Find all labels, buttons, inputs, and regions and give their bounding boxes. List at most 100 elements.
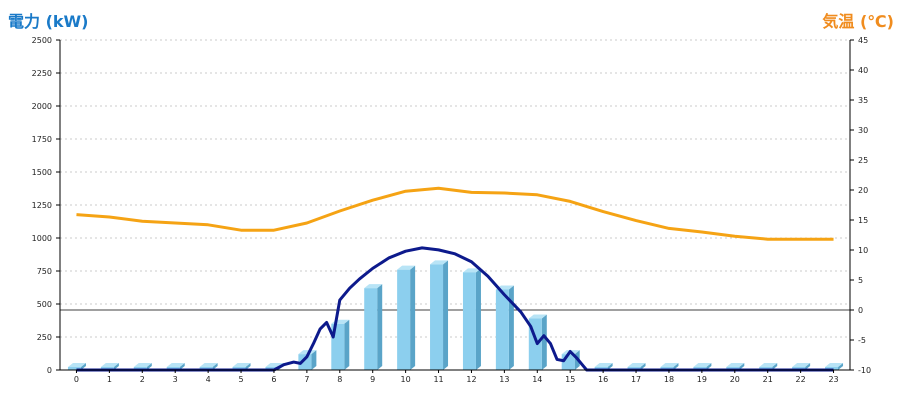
power-bar bbox=[364, 288, 378, 370]
left-tick-label: 1750 bbox=[32, 135, 52, 144]
left-axis-title: 電力 (kW) bbox=[8, 12, 89, 31]
bar-side bbox=[443, 260, 449, 370]
bar-side bbox=[706, 363, 712, 370]
bar-side bbox=[377, 284, 383, 370]
bar-side bbox=[311, 350, 317, 370]
right-tick-label: -5 bbox=[858, 336, 866, 345]
right-tick-label: 20 bbox=[858, 186, 868, 195]
power-bar bbox=[67, 367, 81, 370]
x-tick-label: 22 bbox=[796, 375, 806, 384]
bar-top bbox=[759, 363, 778, 367]
power-bars bbox=[67, 260, 844, 370]
right-tick-label: 30 bbox=[858, 126, 868, 135]
right-tick-label: 0 bbox=[858, 306, 863, 315]
power-bar bbox=[430, 264, 444, 370]
x-tick-label: 9 bbox=[370, 375, 375, 384]
bar-side bbox=[146, 363, 152, 370]
x-tick-label: 23 bbox=[828, 375, 838, 384]
bar-side bbox=[541, 314, 547, 370]
left-tick-label: 2000 bbox=[32, 102, 52, 111]
bar-top bbox=[67, 363, 86, 367]
x-tick-label: 1 bbox=[107, 375, 112, 384]
x-tick-label: 13 bbox=[499, 375, 509, 384]
bar-top bbox=[232, 363, 251, 367]
x-tick-label: 12 bbox=[466, 375, 476, 384]
right-tick-label: 10 bbox=[858, 246, 868, 255]
bar-top bbox=[430, 260, 449, 265]
bar-top bbox=[199, 363, 218, 367]
bar-top bbox=[100, 363, 119, 367]
bar-side bbox=[805, 363, 811, 370]
x-tick-label: 4 bbox=[206, 375, 211, 384]
x-tick-label: 18 bbox=[664, 375, 674, 384]
bar-top bbox=[528, 314, 547, 319]
x-tick-label: 11 bbox=[433, 375, 443, 384]
power-bar bbox=[462, 272, 476, 370]
power-bar bbox=[495, 289, 509, 370]
x-tick-label: 0 bbox=[74, 375, 79, 384]
bar-side bbox=[508, 285, 514, 370]
bar-side bbox=[772, 363, 778, 370]
bar-side bbox=[475, 268, 481, 370]
right-tick-label: 25 bbox=[858, 156, 868, 165]
bar-side bbox=[739, 363, 745, 370]
x-tick-label: 2 bbox=[140, 375, 145, 384]
left-tick-label: 250 bbox=[37, 333, 52, 342]
bar-top bbox=[462, 268, 481, 273]
left-tick-label: 2250 bbox=[32, 69, 52, 78]
x-tick-label: 14 bbox=[532, 375, 542, 384]
bar-top bbox=[726, 363, 745, 367]
bar-top bbox=[825, 363, 844, 367]
bar-side bbox=[80, 363, 86, 370]
x-tick-label: 15 bbox=[565, 375, 575, 384]
right-tick-label: 40 bbox=[858, 66, 868, 75]
bar-top bbox=[298, 350, 317, 355]
grid-layer bbox=[60, 39, 850, 338]
bar-top bbox=[594, 363, 613, 367]
lines-layer bbox=[76, 186, 834, 372]
bar-top bbox=[133, 363, 152, 367]
right-tick-label: 35 bbox=[858, 96, 868, 105]
left-tick-label: 500 bbox=[37, 300, 52, 309]
x-tick-label: 3 bbox=[173, 375, 178, 384]
bar-top bbox=[792, 363, 811, 367]
bar-side bbox=[113, 363, 119, 370]
x-tick-label: 21 bbox=[763, 375, 773, 384]
x-tick-label: 17 bbox=[631, 375, 641, 384]
axes-layer: 02505007501000125015001750200022502500-1… bbox=[32, 36, 871, 384]
bar-top bbox=[627, 363, 646, 367]
x-tick-label: 7 bbox=[304, 375, 309, 384]
right-tick-label: -10 bbox=[858, 366, 871, 375]
right-tick-label: 45 bbox=[858, 36, 868, 45]
bar-side bbox=[245, 363, 251, 370]
x-tick-label: 16 bbox=[598, 375, 608, 384]
right-tick-label: 15 bbox=[858, 216, 868, 225]
bar-side bbox=[212, 363, 218, 370]
bar-top bbox=[660, 363, 679, 367]
temperature-line bbox=[76, 186, 834, 241]
x-tick-label: 8 bbox=[337, 375, 342, 384]
bar-side bbox=[410, 265, 416, 370]
right-tick-label: 5 bbox=[858, 276, 863, 285]
x-tick-label: 19 bbox=[697, 375, 707, 384]
power-line bbox=[76, 246, 834, 372]
left-tick-label: 1000 bbox=[32, 234, 52, 243]
bar-side bbox=[673, 363, 679, 370]
left-tick-label: 750 bbox=[37, 267, 52, 276]
power-bar bbox=[298, 354, 312, 370]
bar-side bbox=[344, 319, 350, 370]
right-axis-title: 気温 (℃) bbox=[822, 12, 894, 31]
bar-top bbox=[693, 363, 712, 367]
bar-top bbox=[364, 284, 383, 289]
bar-top bbox=[397, 265, 416, 270]
left-tick-label: 0 bbox=[47, 366, 52, 375]
bar-side bbox=[179, 363, 185, 370]
bar-side bbox=[607, 363, 613, 370]
power-bar bbox=[397, 269, 411, 370]
x-tick-label: 20 bbox=[730, 375, 740, 384]
x-tick-label: 5 bbox=[238, 375, 243, 384]
left-tick-label: 1250 bbox=[32, 201, 52, 210]
bar-side bbox=[640, 363, 646, 370]
x-tick-label: 10 bbox=[401, 375, 411, 384]
bar-side bbox=[838, 363, 844, 370]
